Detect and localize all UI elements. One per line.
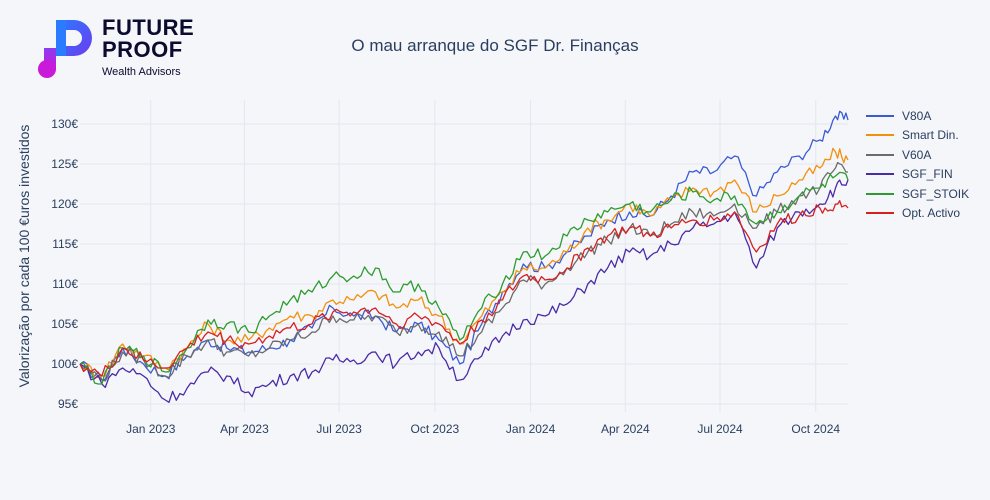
x-tick-label: Apr 2023 (220, 422, 269, 436)
y-tick-label: 130€ (51, 117, 78, 131)
y-tick-label: 115€ (52, 237, 78, 251)
chart-title: O mau arranque do SGF Dr. Finanças (351, 36, 639, 55)
y-tick-label: 95€ (58, 397, 78, 411)
logo-line-1: FUTURE (102, 15, 195, 40)
series-line-v60a (79, 161, 848, 382)
y-tick-label: 100€ (51, 357, 78, 371)
x-tick-label: Jan 2024 (506, 422, 556, 436)
legend-label: V60A (902, 147, 932, 162)
x-tick-label: Apr 2024 (601, 422, 650, 436)
legend-swatch (866, 212, 894, 215)
series-line-v80a (79, 110, 849, 381)
legend-item[interactable]: SGF_FIN (866, 165, 969, 185)
y-tick-label: 125€ (51, 157, 78, 171)
logo-mark-icon (38, 20, 92, 78)
x-tick-label: Jul 2023 (316, 422, 362, 436)
legend-item[interactable]: V60A (866, 145, 969, 165)
chart-legend: V80A Smart Din. V60A SGF_FIN SGF_STOIK Opt. A… (866, 106, 969, 223)
legend-swatch (866, 192, 894, 195)
legend-item[interactable]: Opt. Activo (866, 204, 969, 224)
legend-label: SGF_FIN (902, 167, 953, 182)
x-tick-label: Oct 2023 (411, 422, 460, 436)
legend-item[interactable]: Smart Din. (866, 126, 969, 146)
legend-item[interactable]: V80A (866, 106, 969, 126)
legend-label: Opt. Activo (902, 206, 961, 221)
x-tick-label: Oct 2024 (791, 422, 840, 436)
legend-item[interactable]: SGF_STOIK (866, 184, 969, 204)
future-proof-logo: FUTURE PROOF Wealth Advisors (38, 15, 208, 80)
legend-swatch (866, 134, 894, 137)
legend-swatch (866, 173, 894, 176)
legend-swatch (866, 153, 894, 156)
y-axis-title: Valorização por cada 100 €uros investido… (16, 125, 32, 388)
y-tick-label: 110€ (52, 277, 78, 291)
legend-swatch (866, 114, 894, 117)
series-line-opt-activo (79, 200, 849, 377)
logo-line-2: PROOF (102, 37, 183, 62)
legend-label: V80A (902, 108, 932, 123)
logo-subtitle: Wealth Advisors (102, 66, 181, 78)
legend-label: SGF_STOIK (902, 186, 970, 201)
y-tick-label: 105€ (51, 317, 78, 331)
x-tick-label: Jan 2023 (126, 422, 176, 436)
y-tick-label: 120€ (51, 197, 78, 211)
plot-area (80, 100, 848, 412)
legend-label: Smart Din. (902, 128, 959, 143)
x-tick-label: Jul 2024 (697, 422, 743, 436)
